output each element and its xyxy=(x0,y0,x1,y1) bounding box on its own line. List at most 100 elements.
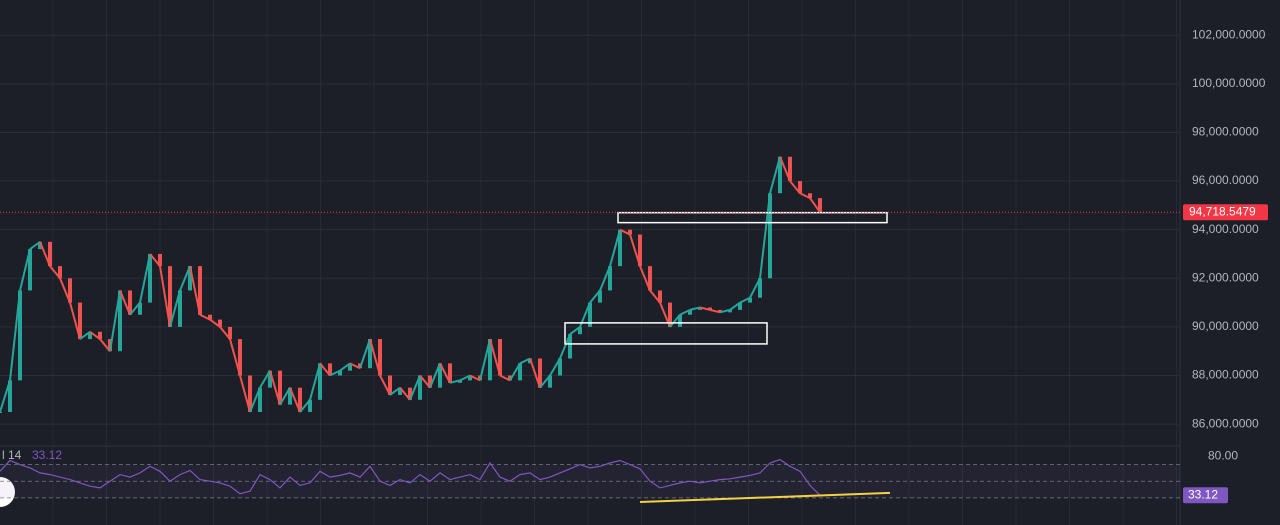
candle xyxy=(768,193,772,279)
candle xyxy=(818,198,822,213)
candle xyxy=(278,370,282,405)
candle xyxy=(418,375,422,400)
current-price-label: 94,718.5479 xyxy=(1189,204,1256,218)
y-tick-label: 90,000.0000 xyxy=(1192,319,1259,333)
rsi-trendline xyxy=(639,491,891,504)
candle xyxy=(518,363,522,381)
candle xyxy=(38,241,42,250)
candle xyxy=(208,314,212,320)
candle xyxy=(508,375,512,381)
candle xyxy=(548,375,552,388)
candle xyxy=(648,266,652,291)
candle xyxy=(58,266,62,279)
candle xyxy=(438,363,442,388)
candle xyxy=(578,326,582,335)
candle xyxy=(198,266,202,315)
y-tick-label: 92,000.0000 xyxy=(1192,270,1259,284)
candle xyxy=(708,307,712,310)
candle xyxy=(718,309,722,313)
candle xyxy=(378,339,382,376)
candle xyxy=(78,302,82,340)
candle xyxy=(318,363,322,400)
candle xyxy=(258,387,262,412)
candle xyxy=(168,266,172,327)
candle xyxy=(388,375,392,395)
candle xyxy=(138,302,142,315)
candle xyxy=(628,229,632,235)
candle xyxy=(98,331,102,340)
candle xyxy=(218,319,222,327)
candle xyxy=(698,307,702,310)
candle xyxy=(658,290,662,303)
candle xyxy=(568,334,572,359)
candle xyxy=(798,181,802,194)
candle xyxy=(398,387,402,395)
candle xyxy=(778,156,782,194)
candle xyxy=(458,380,462,383)
rsi-name: l 14 xyxy=(2,448,22,462)
candle xyxy=(28,249,32,291)
y-tick-label: 88,000.0000 xyxy=(1192,368,1259,382)
candle xyxy=(88,331,92,340)
candle xyxy=(748,297,752,303)
candle xyxy=(48,241,52,267)
candle xyxy=(288,387,292,405)
candle xyxy=(788,156,792,182)
candle xyxy=(148,253,152,303)
candle xyxy=(618,229,622,267)
candle xyxy=(308,399,312,412)
y-tick-label: 98,000.0000 xyxy=(1192,125,1259,139)
candle xyxy=(368,339,372,369)
candle xyxy=(268,370,272,388)
candle xyxy=(408,387,412,400)
rsi-band xyxy=(0,464,1180,498)
rsi-line xyxy=(0,458,821,496)
candle xyxy=(598,290,602,303)
candle xyxy=(688,309,692,315)
candle xyxy=(728,309,732,313)
candle xyxy=(348,363,352,371)
logo xyxy=(0,477,15,507)
candle xyxy=(238,339,242,376)
candle xyxy=(8,380,12,412)
current-price-tag xyxy=(1183,204,1268,221)
rsi-current-tag xyxy=(1183,487,1228,504)
candle xyxy=(0,411,2,413)
candle xyxy=(468,375,472,381)
y-tick-label: 102,000.0000 xyxy=(1192,27,1266,41)
candle xyxy=(298,387,302,412)
candle xyxy=(678,314,682,327)
candle xyxy=(228,326,232,340)
rsi-header-value: 33.12 xyxy=(32,448,62,462)
candle xyxy=(428,375,432,388)
candle xyxy=(178,290,182,327)
candle xyxy=(18,290,22,381)
candle xyxy=(758,278,762,298)
candle xyxy=(328,363,332,376)
candle xyxy=(668,302,672,327)
candle xyxy=(588,302,592,327)
candle xyxy=(558,358,562,376)
y-tick-label: 94,000.0000 xyxy=(1192,222,1259,236)
candle xyxy=(248,375,252,412)
candle xyxy=(638,234,642,267)
candle xyxy=(538,358,542,388)
candle xyxy=(188,266,192,291)
y-tick-label: 96,000.0000 xyxy=(1192,173,1259,187)
candle xyxy=(338,370,342,376)
rsi-current-label: 33.12 xyxy=(1188,487,1218,501)
candle xyxy=(808,193,812,199)
candle xyxy=(608,266,612,291)
y-tick-label: 100,000.0000 xyxy=(1192,76,1266,90)
candle xyxy=(498,339,502,376)
candle xyxy=(118,290,122,352)
candle xyxy=(128,290,132,315)
zone xyxy=(617,211,888,224)
rsi-tick-label: 80.00 xyxy=(1208,448,1238,462)
candle xyxy=(448,363,452,383)
zone xyxy=(564,322,768,345)
candle xyxy=(488,339,492,381)
y-tick-label: 86,000.0000 xyxy=(1192,416,1259,430)
candle xyxy=(738,302,742,310)
